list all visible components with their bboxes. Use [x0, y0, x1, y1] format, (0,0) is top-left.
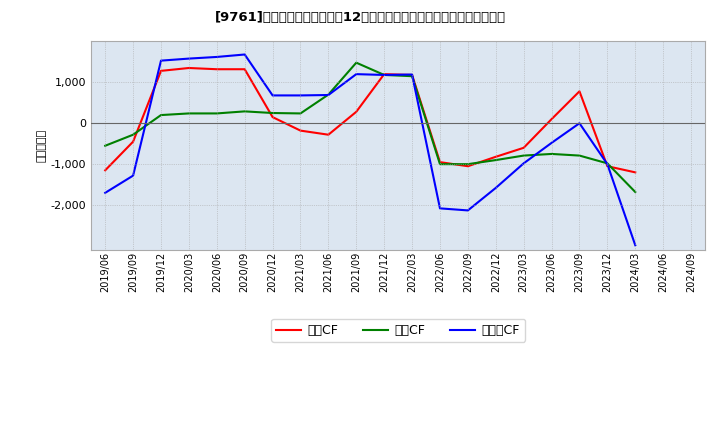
営業CF	[631, 170, 639, 175]
営業CF	[269, 114, 277, 120]
投資CF	[157, 113, 166, 118]
営業CF	[575, 89, 584, 94]
営業CF	[492, 154, 500, 159]
営業CF	[184, 66, 193, 71]
営業CF	[464, 164, 472, 169]
フリーCF	[492, 185, 500, 191]
投資CF	[408, 73, 416, 79]
投資CF	[101, 143, 109, 148]
投資CF	[240, 109, 249, 114]
フリーCF	[603, 161, 612, 167]
営業CF	[547, 117, 556, 122]
営業CF	[240, 66, 249, 72]
営業CF	[129, 139, 138, 144]
営業CF	[603, 164, 612, 169]
投資CF	[324, 92, 333, 97]
投資CF	[436, 161, 444, 167]
営業CF	[101, 168, 109, 173]
フリーCF	[296, 93, 305, 98]
投資CF	[492, 158, 500, 163]
フリーCF	[631, 242, 639, 248]
フリーCF	[464, 208, 472, 213]
投資CF	[212, 111, 221, 116]
営業CF	[380, 71, 389, 77]
フリーCF	[101, 190, 109, 195]
投資CF	[547, 151, 556, 157]
投資CF	[129, 132, 138, 137]
Text: [9761]　キャッシュフローの12か月移動合計の対前年同期増減額の推移: [9761] キャッシュフローの12か月移動合計の対前年同期増減額の推移	[215, 11, 505, 24]
投資CF	[575, 153, 584, 158]
Line: 営業CF: 営業CF	[105, 68, 635, 172]
フリーCF	[129, 173, 138, 178]
営業CF	[212, 66, 221, 72]
Y-axis label: （百万円）: （百万円）	[37, 129, 47, 162]
フリーCF	[184, 56, 193, 61]
営業CF	[408, 72, 416, 77]
投資CF	[519, 153, 528, 158]
Line: フリーCF: フリーCF	[105, 55, 635, 245]
営業CF	[352, 109, 361, 114]
フリーCF	[269, 93, 277, 98]
フリーCF	[547, 140, 556, 146]
投資CF	[380, 72, 389, 77]
フリーCF	[408, 72, 416, 77]
フリーCF	[436, 206, 444, 211]
投資CF	[184, 111, 193, 116]
フリーCF	[212, 54, 221, 59]
投資CF	[631, 189, 639, 194]
営業CF	[519, 145, 528, 150]
フリーCF	[575, 121, 584, 126]
投資CF	[269, 110, 277, 116]
投資CF	[352, 60, 361, 65]
フリーCF	[157, 58, 166, 63]
フリーCF	[352, 71, 361, 77]
フリーCF	[519, 161, 528, 166]
フリーCF	[380, 72, 389, 77]
営業CF	[324, 132, 333, 137]
営業CF	[296, 128, 305, 133]
Line: 投資CF: 投資CF	[105, 62, 635, 192]
投資CF	[464, 161, 472, 167]
営業CF	[157, 68, 166, 73]
フリーCF	[240, 52, 249, 57]
営業CF	[436, 159, 444, 165]
投資CF	[603, 161, 612, 166]
Legend: 営業CF, 投資CF, フリーCF: 営業CF, 投資CF, フリーCF	[271, 319, 525, 342]
投資CF	[296, 111, 305, 116]
フリーCF	[324, 92, 333, 98]
